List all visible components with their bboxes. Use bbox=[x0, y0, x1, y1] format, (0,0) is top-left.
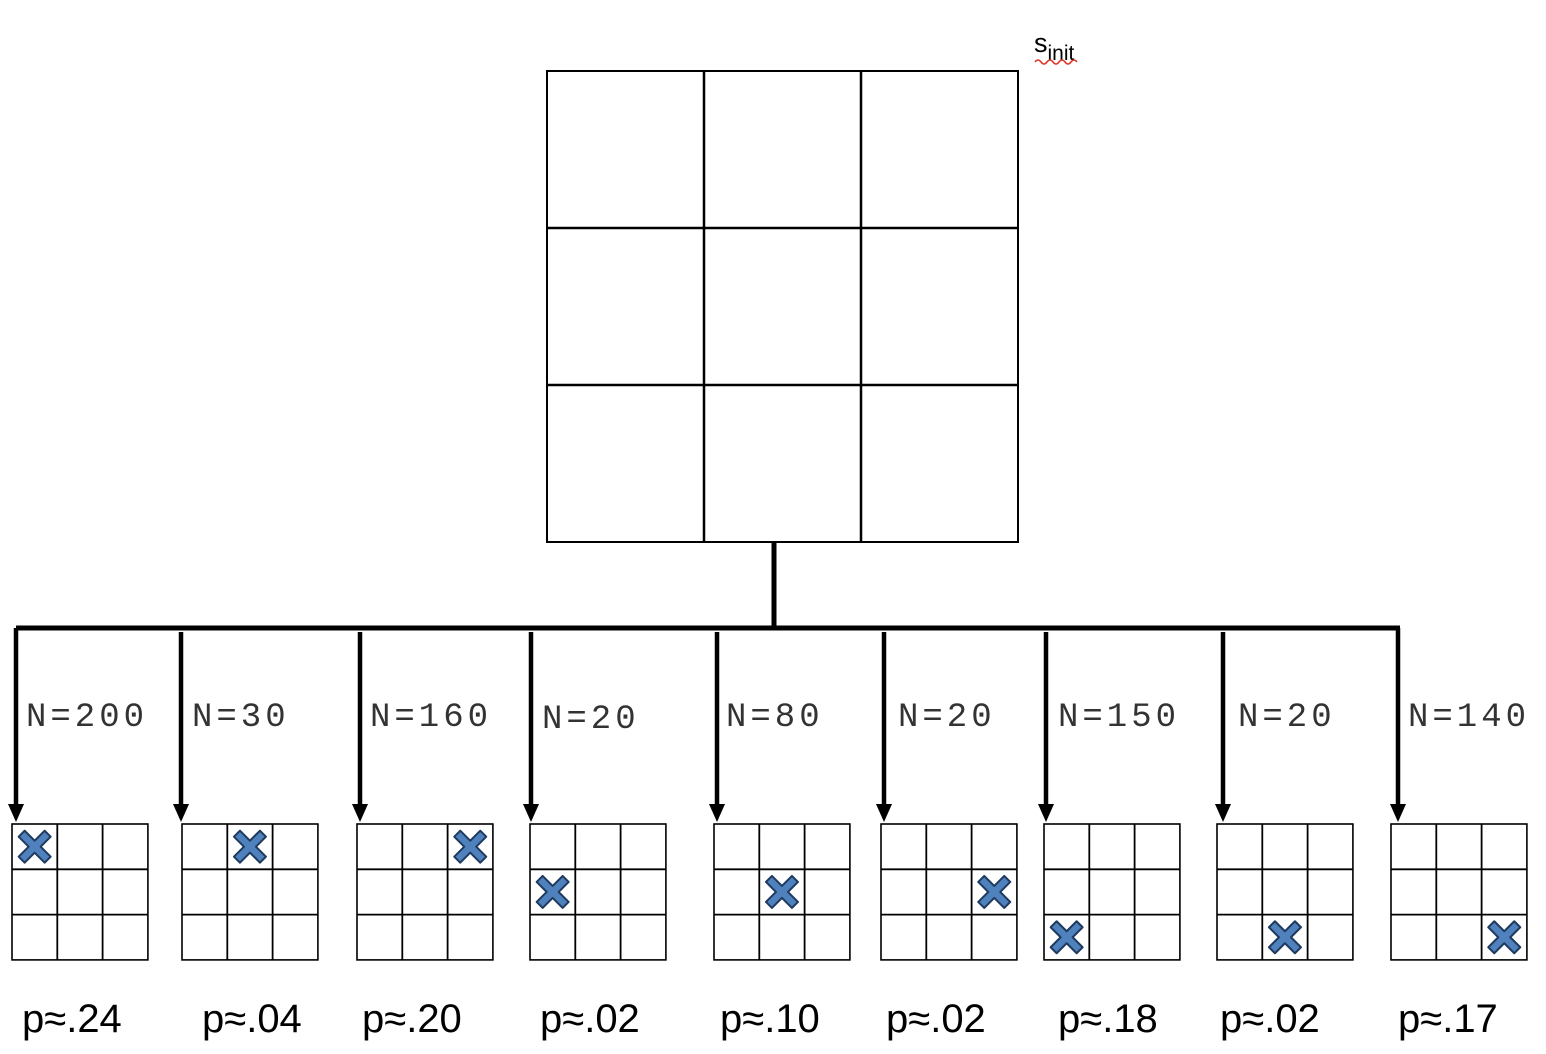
root-state-label: sinit bbox=[1034, 28, 1075, 65]
probability-label: p≈.20 bbox=[362, 997, 462, 1041]
root-board-cell bbox=[705, 229, 860, 384]
visit-count-label: N=140 bbox=[1408, 699, 1530, 737]
arrowhead-icon bbox=[1038, 804, 1054, 822]
probability-label: p≈.02 bbox=[886, 997, 986, 1041]
child-board-frame bbox=[11, 823, 149, 961]
arrowhead-icon bbox=[8, 804, 24, 822]
child-node: N=20 p≈.02 bbox=[1215, 632, 1354, 1041]
root-board-cell bbox=[705, 72, 860, 227]
probability-label: p≈.10 bbox=[720, 997, 820, 1041]
visit-count-label: N=20 bbox=[1238, 699, 1336, 737]
arrowhead-icon bbox=[876, 804, 892, 822]
child-node: N=80 p≈.10 bbox=[709, 632, 851, 1041]
visit-count-label: N=20 bbox=[898, 699, 996, 737]
arrowhead-icon bbox=[1215, 804, 1231, 822]
probability-label: p≈.24 bbox=[22, 997, 122, 1041]
probability-label: p≈.18 bbox=[1058, 997, 1158, 1041]
probability-label: p≈.04 bbox=[202, 997, 302, 1041]
child-board-frame bbox=[529, 823, 667, 961]
child-node: N=140 p≈.17 bbox=[1390, 628, 1530, 1041]
arrowhead-icon bbox=[523, 804, 539, 822]
child-node: N=160 p≈.20 bbox=[352, 632, 494, 1041]
probability-label: p≈.17 bbox=[1398, 997, 1498, 1041]
root-board-cell bbox=[548, 386, 703, 541]
child-node: N=20 p≈.02 bbox=[876, 632, 1018, 1041]
visit-count-label: N=80 bbox=[726, 699, 824, 737]
root-board-frame bbox=[546, 70, 1019, 543]
child-node: N=30 p≈.04 bbox=[173, 632, 319, 1041]
arrowhead-icon bbox=[173, 804, 189, 822]
arrowhead-icon bbox=[352, 804, 368, 822]
child-nodes: N=200p≈.24N=30p≈.04N=160p≈.20N=20p≈.02N=… bbox=[8, 628, 1530, 1041]
spellcheck-underline bbox=[1034, 59, 1078, 65]
root-board-cell bbox=[862, 72, 1017, 227]
root-state-symbol: s bbox=[1034, 28, 1048, 58]
child-node: N=200 p≈.24 bbox=[8, 628, 149, 1041]
visit-count-label: N=30 bbox=[192, 699, 290, 737]
root-board bbox=[546, 70, 1019, 543]
visit-count-label: N=160 bbox=[370, 699, 492, 737]
root-board-cell bbox=[862, 229, 1017, 384]
probability-label: p≈.02 bbox=[540, 997, 640, 1041]
root-board-cell bbox=[705, 386, 860, 541]
visit-count-label: N=20 bbox=[542, 701, 640, 739]
child-node: N=20 p≈.02 bbox=[523, 632, 667, 1041]
visit-count-label: N=200 bbox=[26, 699, 148, 737]
arrowhead-icon bbox=[709, 804, 725, 822]
root-board-cell bbox=[548, 72, 703, 227]
root-state-subscript: init bbox=[1048, 42, 1075, 65]
arrowhead-icon bbox=[1390, 804, 1406, 822]
child-node: N=150 p≈.18 bbox=[1038, 632, 1181, 1041]
probability-label: p≈.02 bbox=[1220, 997, 1320, 1041]
root-board-cell bbox=[548, 229, 703, 384]
root-board-cell bbox=[862, 386, 1017, 541]
visit-count-label: N=150 bbox=[1058, 699, 1180, 737]
